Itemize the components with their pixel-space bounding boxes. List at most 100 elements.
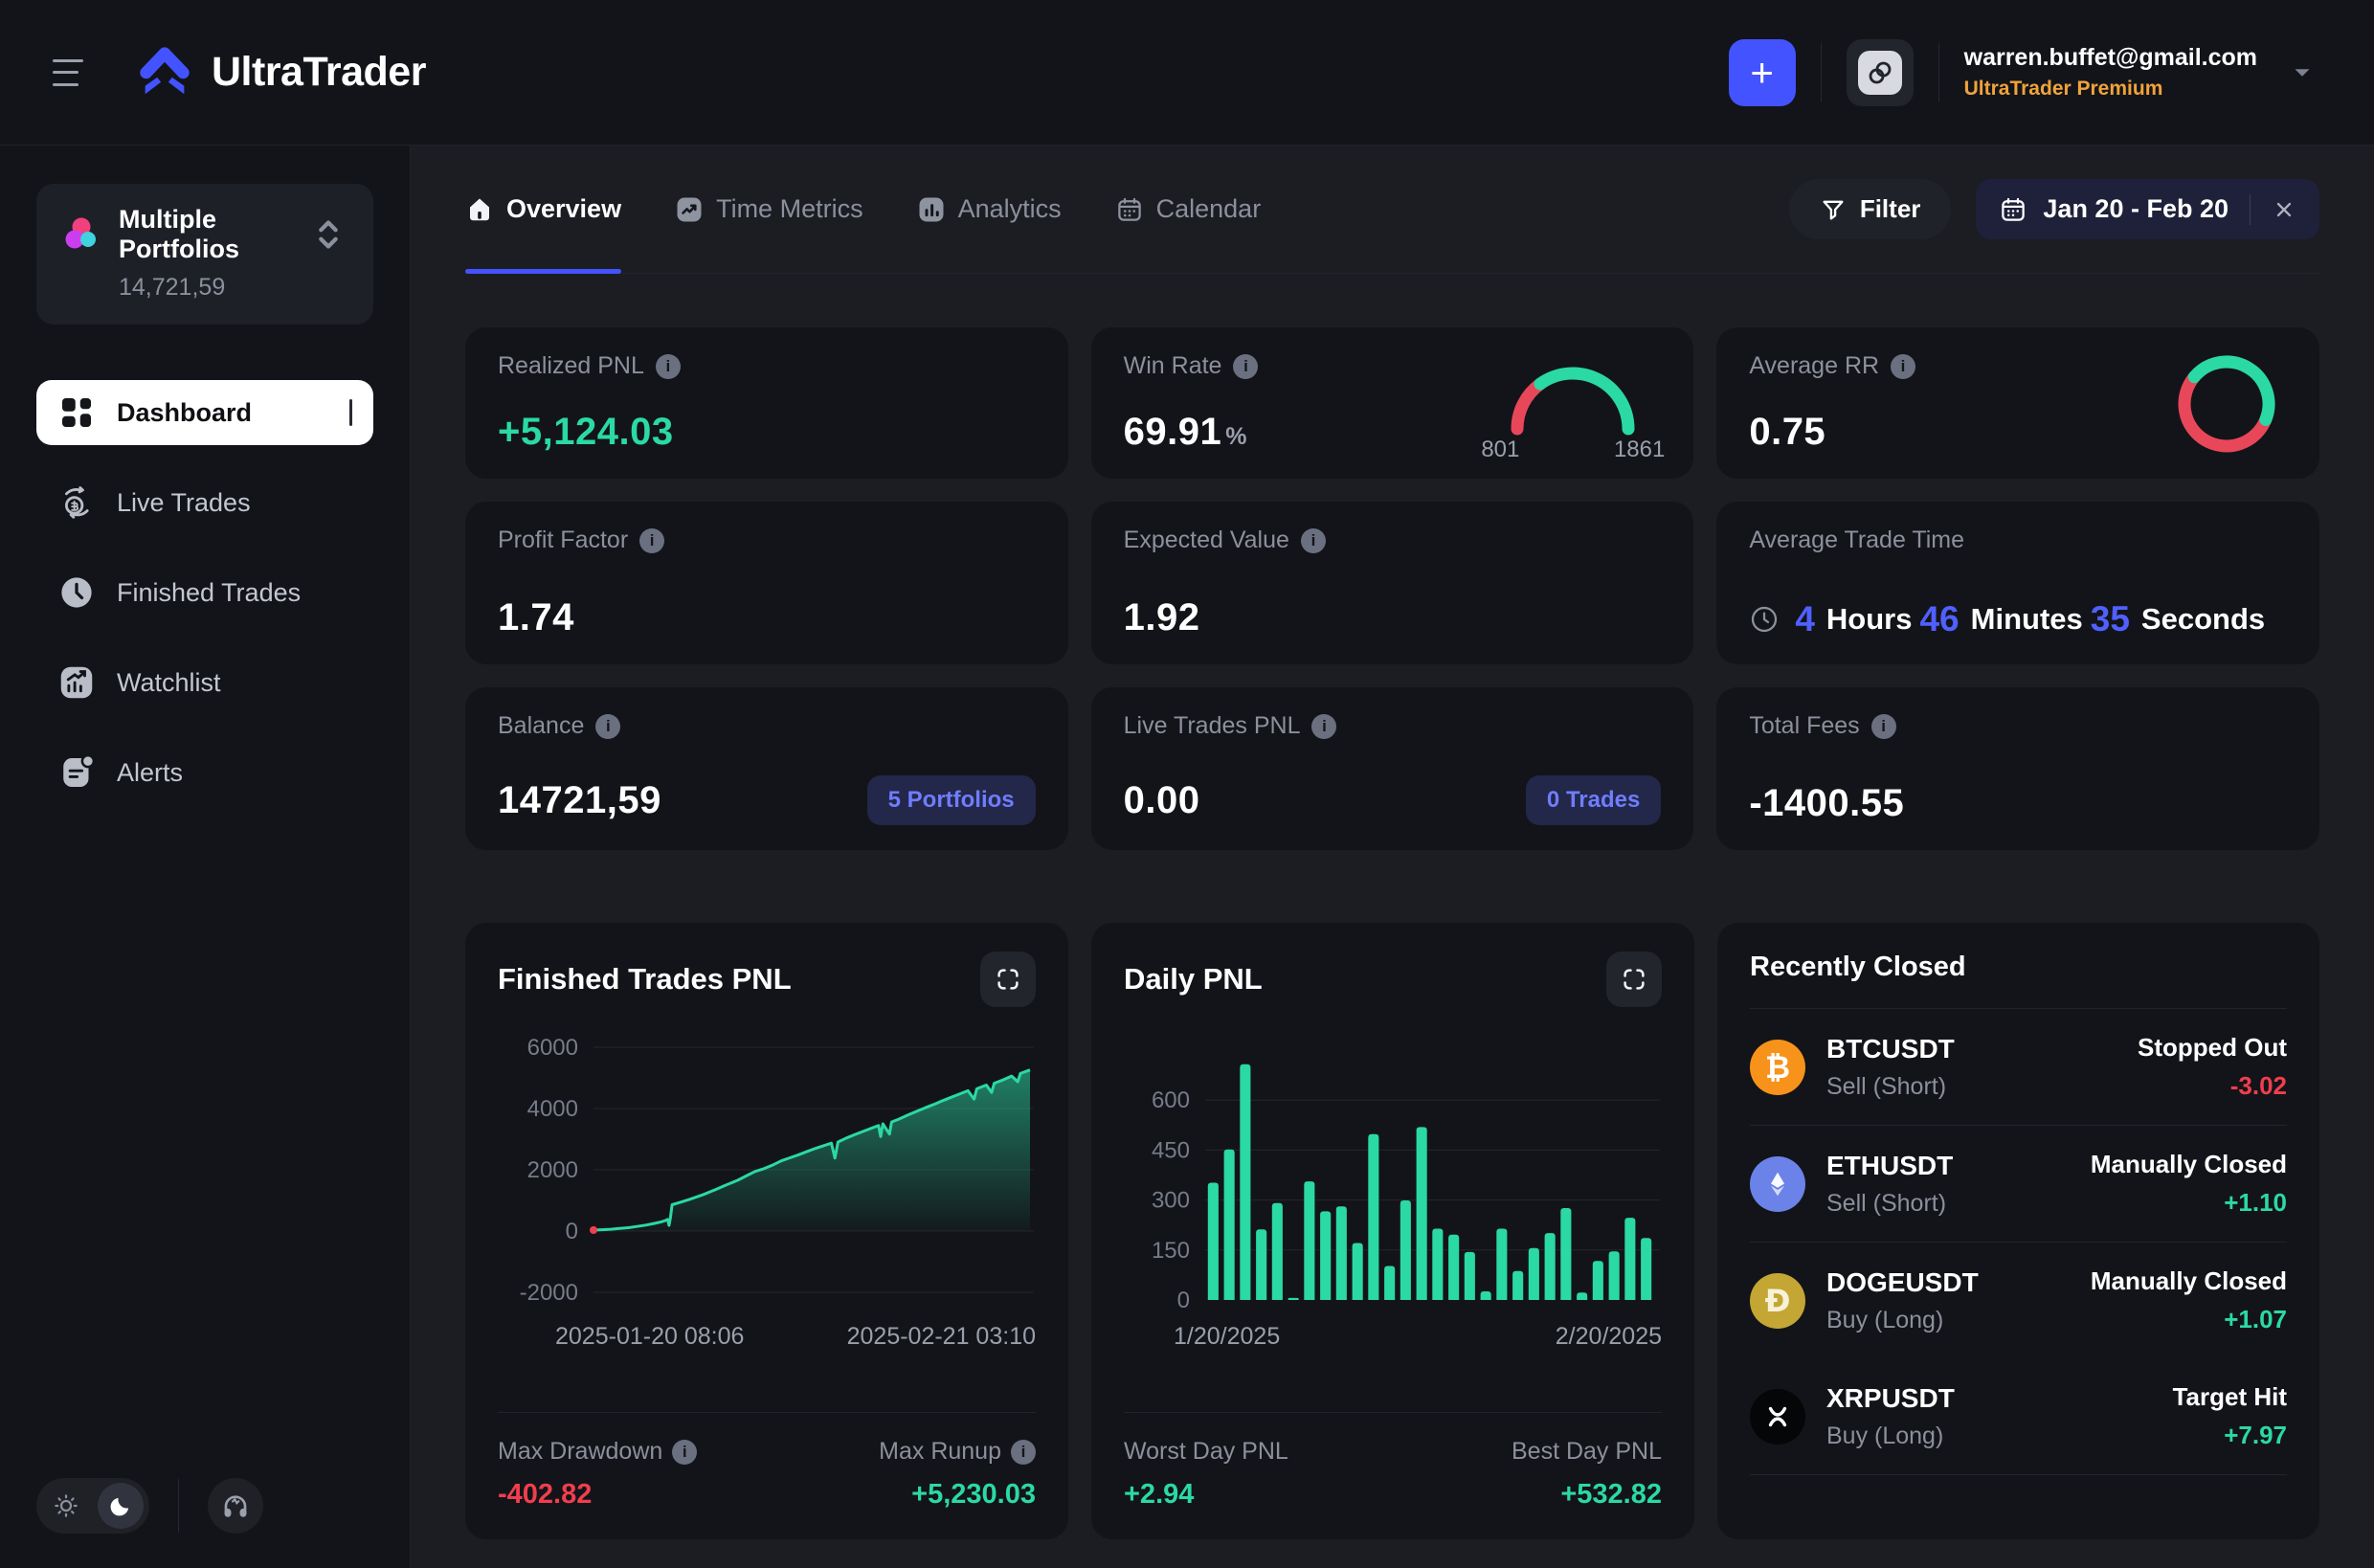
area-chart: 6000 4000 2000 0 -2000 bbox=[498, 1032, 1036, 1310]
svg-text:4000: 4000 bbox=[527, 1096, 578, 1122]
trade-side: Buy (Long) bbox=[1826, 1422, 1944, 1449]
divider bbox=[1750, 1125, 2287, 1126]
link-icon bbox=[1857, 50, 1902, 95]
recently-closed-row-btcusdt[interactable]: ₿ BTCUSDT Sell (Short) Stopped Out -3.02 bbox=[1750, 1009, 2287, 1125]
stat-max-runup: Max Runup i +5,230.03 bbox=[879, 1438, 1036, 1511]
expand-button[interactable] bbox=[980, 952, 1036, 1007]
hamburger-menu-icon[interactable] bbox=[53, 56, 95, 90]
trade-symbol: XRPUSDT bbox=[1826, 1382, 1955, 1413]
info-icon[interactable]: i bbox=[1011, 1439, 1036, 1465]
time-number: 35 bbox=[2090, 599, 2130, 638]
trade-side: Buy (Long) bbox=[1826, 1306, 1944, 1333]
x-axis-end-label: 2025-02-21 03:10 bbox=[846, 1323, 1036, 1350]
account-menu[interactable]: warren.buffet@gmail.com UltraTrader Prem… bbox=[1964, 44, 2257, 101]
close-icon[interactable] bbox=[2272, 197, 2296, 222]
brand-name: UltraTrader bbox=[212, 49, 426, 95]
header-divider bbox=[1937, 42, 1939, 102]
card-label: Balance bbox=[498, 712, 585, 739]
info-icon[interactable]: i bbox=[672, 1439, 698, 1465]
trade-pnl: -3.02 bbox=[2229, 1071, 2287, 1100]
tab-time-metrics[interactable]: Time Metrics bbox=[675, 146, 863, 273]
support-button[interactable] bbox=[208, 1478, 263, 1534]
active-indicator bbox=[349, 399, 352, 426]
info-icon[interactable]: i bbox=[1311, 713, 1337, 739]
live-trades-pnl-value: 0.00 bbox=[1123, 778, 1200, 821]
portfolios-icon bbox=[65, 217, 96, 249]
info-icon[interactable]: i bbox=[655, 353, 681, 379]
trade-side: Sell (Short) bbox=[1826, 1072, 1947, 1100]
footer-divider bbox=[178, 1479, 179, 1533]
card-label: Average Trade Time bbox=[1749, 526, 1964, 553]
recently-closed-title: Recently Closed bbox=[1750, 952, 1966, 982]
dashboard-icon bbox=[57, 393, 96, 432]
trade-pnl: +7.97 bbox=[2224, 1421, 2287, 1449]
stat-label: Max Runup bbox=[879, 1438, 1001, 1465]
trade-status: Manually Closed bbox=[2090, 1150, 2287, 1178]
recently-closed-row-ethusdt[interactable]: ETHUSDT Sell (Short) Manually Closed +1.10 bbox=[1750, 1126, 2287, 1242]
trade-symbol: DOGEUSDT bbox=[1826, 1266, 1979, 1297]
divider bbox=[1750, 1242, 2287, 1243]
theme-toggle[interactable] bbox=[36, 1478, 149, 1534]
average-rr-donut bbox=[2170, 347, 2283, 465]
chart-title: Daily PNL bbox=[1124, 962, 1263, 996]
stat-label: Best Day PNL bbox=[1511, 1438, 1662, 1465]
info-icon[interactable]: i bbox=[1233, 353, 1259, 379]
date-range-label: Jan 20 - Feb 20 bbox=[2043, 194, 2228, 223]
sidebar-item-label: Dashboard bbox=[117, 397, 253, 427]
gauge-win-count: 1861 bbox=[1613, 437, 1666, 462]
add-button[interactable]: + bbox=[1728, 38, 1796, 106]
percent-suffix: % bbox=[1225, 423, 1247, 450]
tab-label: Time Metrics bbox=[716, 194, 863, 223]
stat-value: +2.94 bbox=[1124, 1479, 1195, 1510]
info-icon[interactable]: i bbox=[1891, 353, 1916, 379]
expand-button[interactable] bbox=[1606, 952, 1662, 1007]
brand[interactable]: UltraTrader bbox=[135, 43, 426, 102]
info-icon[interactable]: i bbox=[639, 527, 665, 553]
info-icon[interactable]: i bbox=[595, 713, 621, 739]
charts-row: Finished Trades PNL 6000 4000 2000 0 -2000 2… bbox=[465, 923, 2319, 1539]
date-range-button[interactable]: Jan 20 - Feb 20 bbox=[1976, 179, 2319, 239]
sidebar: Multiple Portfolios 14,721,59 Dashboard L… bbox=[0, 146, 411, 1568]
sidebar-item-live-trades[interactable]: Live Trades bbox=[36, 470, 373, 535]
svg-text:0: 0 bbox=[1177, 1288, 1190, 1310]
chart-footer: Worst Day PNL +2.94 Best Day PNL +532.82 bbox=[1124, 1412, 1662, 1511]
stat-max-drawdown: Max Drawdown i -402.82 bbox=[498, 1438, 698, 1511]
moon-icon bbox=[98, 1483, 144, 1529]
trade-symbol: ETHUSDT bbox=[1826, 1150, 1954, 1180]
x-axis-end-label: 2/20/2025 bbox=[1555, 1323, 1662, 1350]
svg-text:600: 600 bbox=[1152, 1087, 1190, 1113]
card-average-rr: Average RR i 0.75 bbox=[1716, 327, 2319, 479]
portfolio-selector[interactable]: Multiple Portfolios 14,721,59 bbox=[36, 184, 373, 325]
card-profit-factor: Profit Factor i 1.74 bbox=[465, 502, 1068, 664]
chevron-down-icon[interactable] bbox=[2288, 58, 2317, 87]
calendar-icon bbox=[1115, 195, 1144, 224]
doge-icon: Ð bbox=[1764, 1282, 1791, 1319]
filter-button[interactable]: Filter bbox=[1788, 179, 1952, 239]
recently-closed-row-dogeusdt[interactable]: Ð DOGEUSDT Buy (Long) Manually Closed +1.07 bbox=[1750, 1243, 2287, 1358]
stat-best-day-pnl: Best Day PNL +532.82 bbox=[1512, 1438, 1662, 1511]
tab-analytics[interactable]: Analytics bbox=[917, 146, 1062, 273]
fullscreen-icon bbox=[1624, 969, 1645, 990]
trades-badge[interactable]: 0 Trades bbox=[1525, 775, 1662, 825]
x-axis-start-label: 1/20/2025 bbox=[1174, 1323, 1281, 1350]
info-icon[interactable]: i bbox=[1870, 713, 1896, 739]
tab-label: Overview bbox=[506, 194, 622, 223]
finished-trades-icon bbox=[57, 573, 96, 612]
filter-label: Filter bbox=[1859, 194, 1921, 223]
card-label: Realized PNL bbox=[498, 352, 644, 379]
sidebar-item-dashboard[interactable]: Dashboard bbox=[36, 380, 373, 445]
expected-value-value: 1.92 bbox=[1123, 596, 1200, 638]
broker-link-button[interactable] bbox=[1846, 38, 1914, 106]
stat-worst-day-pnl: Worst Day PNL +2.94 bbox=[1124, 1438, 1288, 1511]
tab-calendar[interactable]: Calendar bbox=[1115, 146, 1261, 273]
tab-overview[interactable]: Overview bbox=[465, 146, 622, 274]
recently-closed-row-xrpusdt[interactable]: XRPUSDT Buy (Long) Target Hit +7.97 bbox=[1750, 1358, 2287, 1474]
watchlist-icon bbox=[57, 663, 96, 702]
sidebar-item-watchlist[interactable]: Watchlist bbox=[36, 650, 373, 715]
info-icon[interactable]: i bbox=[1300, 527, 1326, 553]
funnel-icon bbox=[1823, 200, 1844, 219]
sidebar-item-alerts[interactable]: Alerts bbox=[36, 740, 373, 805]
sidebar-item-finished-trades[interactable]: Finished Trades bbox=[36, 560, 373, 625]
win-rate-value: 69.91% bbox=[1123, 411, 1247, 453]
portfolios-badge[interactable]: 5 Portfolios bbox=[866, 775, 1036, 825]
